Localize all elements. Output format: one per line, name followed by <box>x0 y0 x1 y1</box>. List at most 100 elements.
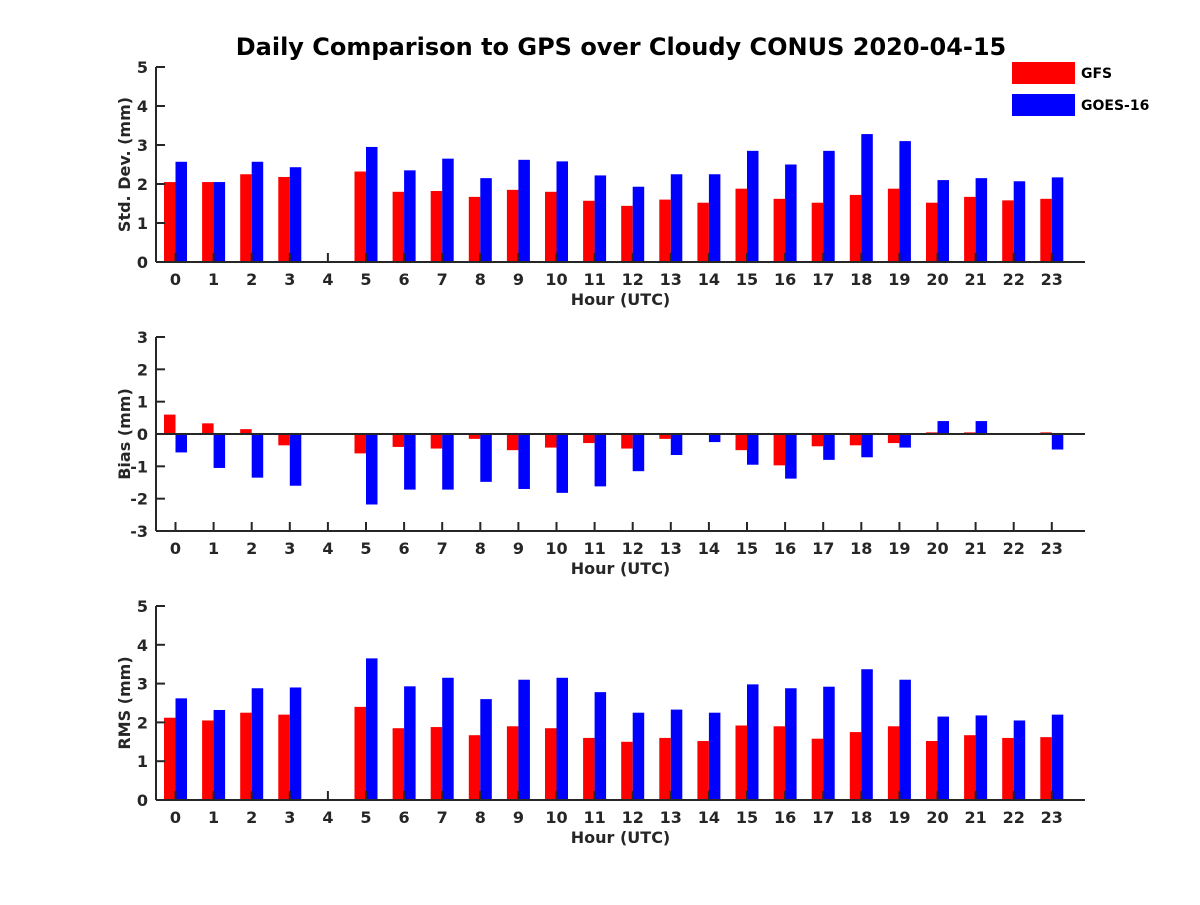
bar-goes-16-hour-1 <box>213 182 226 262</box>
bar-goes-16-hour-15 <box>747 684 759 800</box>
bar-gfs-hour-18 <box>849 732 862 800</box>
x-tick-label: 7 <box>437 539 448 558</box>
bar-goes-16-hour-8 <box>480 699 492 800</box>
x-tick-label: 23 <box>1041 539 1063 558</box>
bar-goes-16-hour-19 <box>899 141 911 262</box>
bar-goes-16-hour-11 <box>594 692 607 800</box>
bar-gfs-hour-0 <box>164 717 176 800</box>
x-tick-label: 0 <box>170 270 181 289</box>
bar-goes-16-hour-6 <box>404 686 416 800</box>
x-tick-label: 10 <box>545 270 567 289</box>
x-tick-label: 4 <box>322 270 333 289</box>
x-tick-label: 18 <box>850 808 872 827</box>
y-tick-label: 4 <box>137 97 148 116</box>
x-tick-label: 5 <box>360 270 371 289</box>
bar-gfs-hour-17 <box>811 738 824 800</box>
bar-gfs-hour-8 <box>468 735 481 800</box>
bar-goes-16-hour-7 <box>442 158 454 262</box>
bar-goes-16-hour-19 <box>899 434 911 448</box>
x-tick-label: 3 <box>284 270 295 289</box>
bar-gfs-hour-14 <box>697 202 709 262</box>
bar-gfs-hour-15 <box>735 725 747 800</box>
bar-gfs-hour-3 <box>278 714 290 800</box>
bar-goes-16-hour-6 <box>404 170 416 262</box>
bar-goes-16-hour-5 <box>366 434 378 505</box>
bar-goes-16-hour-8 <box>480 434 492 482</box>
x-tick-label: 2 <box>246 808 257 827</box>
x-tick-label: 22 <box>1003 270 1025 289</box>
bar-goes-16-hour-2 <box>251 688 264 800</box>
bar-goes-16-hour-20 <box>937 421 949 434</box>
bar-goes-16-hour-16 <box>785 688 797 800</box>
x-axis-label: Hour (UTC) <box>571 559 671 578</box>
bar-gfs-hour-7 <box>430 727 443 800</box>
bar-gfs-hour-12 <box>621 434 633 449</box>
bar-goes-16-hour-13 <box>670 709 683 800</box>
bar-gfs-hour-3 <box>278 434 290 446</box>
legend-swatch-goes-16 <box>1012 94 1075 116</box>
y-tick-label: 2 <box>137 713 148 732</box>
bar-gfs-hour-10 <box>545 191 557 262</box>
x-tick-label: 2 <box>246 539 257 558</box>
bar-goes-16-hour-13 <box>670 434 683 456</box>
x-tick-label: 19 <box>888 270 910 289</box>
bar-gfs-hour-13 <box>659 737 671 800</box>
bar-goes-16-hour-15 <box>747 150 759 262</box>
bar-gfs-hour-8 <box>468 196 481 262</box>
bar-goes-16-hour-0 <box>175 434 187 453</box>
bar-gfs-hour-22 <box>1002 737 1014 800</box>
bar-gfs-hour-18 <box>849 434 862 446</box>
bar-gfs-hour-12 <box>621 741 633 800</box>
bar-gfs-hour-5 <box>354 171 366 262</box>
y-tick-label: 3 <box>137 136 148 155</box>
bar-goes-16-hour-18 <box>861 669 873 800</box>
x-tick-label: 7 <box>437 808 448 827</box>
bar-gfs-hour-3 <box>278 176 290 262</box>
bar-gfs-hour-2 <box>240 174 252 262</box>
bar-goes-16-hour-7 <box>442 434 454 490</box>
bar-goes-16-hour-5 <box>366 146 378 262</box>
x-tick-label: 21 <box>964 539 986 558</box>
bar-goes-16-hour-19 <box>899 679 911 800</box>
x-axis-label: Hour (UTC) <box>571 290 671 309</box>
y-axis-label: Bias (mm) <box>115 388 134 480</box>
bar-goes-16-hour-0 <box>175 698 187 800</box>
bar-goes-16-hour-12 <box>632 434 645 472</box>
x-tick-label: 18 <box>850 539 872 558</box>
bar-gfs-hour-5 <box>354 706 366 800</box>
bar-gfs-hour-20 <box>926 741 938 800</box>
x-tick-label: 4 <box>322 808 333 827</box>
x-tick-label: 4 <box>322 539 333 558</box>
bar-gfs-hour-19 <box>887 434 900 444</box>
bar-goes-16-hour-12 <box>632 186 645 262</box>
bar-goes-16-hour-18 <box>861 434 873 458</box>
x-tick-label: 21 <box>964 808 986 827</box>
bar-gfs-hour-10 <box>545 728 557 800</box>
bar-goes-16-hour-15 <box>747 434 759 465</box>
y-tick-label: 2 <box>137 175 148 194</box>
x-tick-label: 9 <box>513 808 524 827</box>
bar-goes-16-hour-22 <box>1013 181 1026 262</box>
y-tick-label: 3 <box>137 328 148 347</box>
x-tick-label: 12 <box>622 270 644 289</box>
bar-goes-16-hour-9 <box>518 434 530 489</box>
legend-label-goes-16: GOES-16 <box>1081 98 1149 114</box>
bar-goes-16-hour-3 <box>289 167 302 262</box>
bar-goes-16-hour-3 <box>289 687 302 800</box>
bar-goes-16-hour-16 <box>785 164 797 262</box>
bar-gfs-hour-16 <box>773 726 786 800</box>
bar-gfs-hour-2 <box>240 712 252 800</box>
bar-gfs-hour-8 <box>468 434 481 439</box>
x-tick-label: 22 <box>1003 539 1025 558</box>
bar-goes-16-hour-2 <box>251 161 264 262</box>
bar-gfs-hour-19 <box>887 726 900 800</box>
x-tick-label: 0 <box>170 539 181 558</box>
x-tick-label: 21 <box>964 270 986 289</box>
x-tick-label: 11 <box>583 270 605 289</box>
x-tick-label: 10 <box>545 539 567 558</box>
x-tick-label: 6 <box>399 270 410 289</box>
bar-gfs-hour-9 <box>506 434 519 451</box>
y-tick-label: 5 <box>137 58 148 77</box>
chart-title: Daily Comparison to GPS over Cloudy CONU… <box>236 33 1007 61</box>
